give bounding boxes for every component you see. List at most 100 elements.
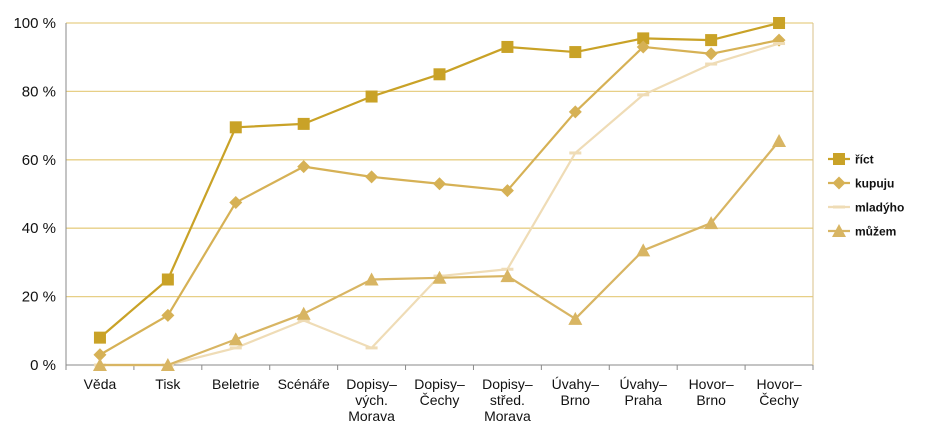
data-point <box>161 273 174 286</box>
data-point <box>433 68 446 81</box>
legend-swatch-marker <box>833 205 845 209</box>
x-tick-label-line: Dopisy– <box>482 376 533 392</box>
y-tick-label: 80 % <box>22 83 56 100</box>
axes <box>65 23 814 370</box>
x-tick-label: Hovor– Brno <box>689 376 734 408</box>
legend-item: říct <box>828 153 874 167</box>
data-point <box>568 105 582 119</box>
y-tick-label: 0 % <box>30 357 56 374</box>
data-point <box>705 34 718 47</box>
x-tick-label-line: Dopisy– <box>346 376 397 392</box>
data-point <box>297 117 310 130</box>
x-tick-label: Scénáře <box>278 376 330 392</box>
x-tick-label-line: Věda <box>84 376 117 392</box>
data-point <box>637 32 650 45</box>
series-line <box>99 39 780 356</box>
x-tick-label: Dopisy– střed. Morava <box>482 376 533 424</box>
data-point <box>773 17 786 29</box>
legend-label: mladýho <box>855 201 904 215</box>
series-říct <box>93 17 786 344</box>
x-tick-label-line: střed. <box>490 392 525 408</box>
legend-label: kupuju <box>855 177 894 191</box>
x-tick-label-line: Praha <box>625 392 663 408</box>
series-layer <box>92 17 787 371</box>
data-point <box>365 90 378 103</box>
x-tick-label-line: Úvahy– <box>619 376 667 392</box>
y-tick-label: 20 % <box>22 289 56 306</box>
legend: říct kupuju mladýho můžem <box>822 145 925 245</box>
x-tick-label-line: Morava <box>348 408 395 424</box>
data-point <box>296 306 311 320</box>
legend-label: říct <box>855 153 874 167</box>
data-point <box>297 319 310 323</box>
data-point <box>229 121 242 134</box>
x-tick-label-line: Scénáře <box>278 376 330 392</box>
x-tick-label-line: Brno <box>561 392 591 408</box>
data-point <box>93 348 107 362</box>
x-tick-label-line: Tisk <box>155 376 181 392</box>
data-point <box>569 46 582 59</box>
x-tick-label-line: Hovor– <box>689 376 734 392</box>
x-tick-label: Úvahy– Brno <box>552 376 600 408</box>
data-point <box>569 151 582 155</box>
data-point <box>773 42 786 46</box>
data-point <box>229 196 243 210</box>
data-point <box>229 346 242 350</box>
x-tick-label-line: Dopisy– <box>414 376 465 392</box>
data-point <box>364 272 379 286</box>
data-point <box>433 177 446 191</box>
legend-item: můžem <box>828 224 896 239</box>
series-mladýho <box>93 42 786 367</box>
y-tick-labels: 0 % 20 % 40 % 60 % 80 % 100 % <box>13 15 56 374</box>
x-tick-label: Úvahy– Praha <box>619 376 667 408</box>
legend-item: kupuju <box>828 176 894 191</box>
x-tick-label: Tisk <box>155 376 181 392</box>
data-point <box>500 184 514 198</box>
y-tick-label: 40 % <box>22 220 56 237</box>
data-point <box>704 47 718 61</box>
x-tick-label: Hovor– Čechy <box>756 376 801 408</box>
y-tick-label: 60 % <box>22 152 56 169</box>
x-tick-label-line: Beletrie <box>212 376 260 392</box>
data-point <box>772 133 787 147</box>
data-point <box>92 358 107 371</box>
legend-swatch-marker <box>833 153 845 165</box>
data-point <box>501 40 514 53</box>
series-line <box>99 140 780 367</box>
x-tick-label-line: Hovor– <box>756 376 801 392</box>
legend-label: můžem <box>855 225 896 239</box>
series-můžem <box>92 133 787 371</box>
x-tick-label-line: Úvahy– <box>552 376 600 392</box>
legend-swatch-marker <box>832 176 846 190</box>
x-tick-label-line: Čechy <box>759 392 799 408</box>
data-point <box>636 243 651 257</box>
data-point <box>365 170 379 184</box>
y-tick-label: 100 % <box>13 15 56 32</box>
data-point <box>365 346 378 350</box>
legend-item: mladýho <box>828 201 904 215</box>
data-point <box>637 93 650 97</box>
data-point <box>228 332 243 346</box>
data-point <box>160 358 175 371</box>
data-point <box>500 269 515 283</box>
x-tick-label-line: Čechy <box>420 392 460 408</box>
x-tick-label: Věda <box>84 376 117 392</box>
series-kupuju <box>93 33 786 362</box>
data-point <box>297 160 311 174</box>
x-tick-label: Dopisy– Čechy <box>414 376 465 408</box>
data-point <box>705 62 718 66</box>
x-tick-label-line: vých. <box>355 392 388 408</box>
x-tick-label: Dopisy– vých. Morava <box>346 376 397 424</box>
data-point <box>432 270 447 284</box>
x-tick-label-line: Morava <box>484 408 531 424</box>
x-tick-label: Beletrie <box>212 376 260 392</box>
data-point <box>704 216 719 230</box>
data-point <box>161 308 175 322</box>
legend-swatch-marker <box>832 224 846 237</box>
data-point <box>636 40 650 54</box>
data-point <box>93 331 106 344</box>
data-point <box>568 311 583 325</box>
x-tick-labels: Věda Tisk Beletrie Scénáře Dopisy– vých. Morav… <box>84 376 802 424</box>
x-tick-label-line: Brno <box>696 392 726 408</box>
